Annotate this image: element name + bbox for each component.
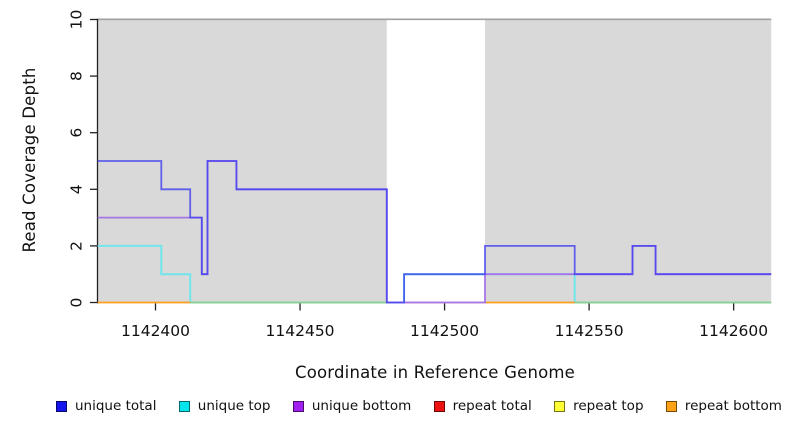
y-tick-label: 10 xyxy=(67,10,85,30)
legend-swatch-repeat-top xyxy=(554,400,566,412)
y-tick-label: 0 xyxy=(67,298,85,308)
legend-swatch-repeat-bottom xyxy=(665,400,677,412)
legend-label: unique top xyxy=(197,398,271,414)
y-axis-title: Read Coverage Depth xyxy=(20,67,39,253)
x-tick-label: 1142450 xyxy=(266,322,335,340)
legend-item-repeat-total: repeat total xyxy=(433,398,532,414)
legend-item-repeat-top: repeat top xyxy=(554,398,644,414)
legend-swatch-unique-top xyxy=(178,400,190,412)
legend-swatch-unique-bottom xyxy=(292,400,304,412)
x-tick-label: 1142400 xyxy=(121,322,190,340)
x-tick-label: 1142600 xyxy=(699,322,768,340)
shaded-region xyxy=(485,19,772,304)
y-tick-label: 6 xyxy=(67,128,85,138)
y-tick-label: 8 xyxy=(67,71,85,81)
series-line-unique-total xyxy=(97,160,772,304)
chart-legend: unique total unique top unique bottom repea… xyxy=(56,396,782,416)
x-axis-title: Coordinate in Reference Genome xyxy=(294,363,576,382)
y-tick-label: 2 xyxy=(67,241,85,251)
legend-item-repeat-bottom: repeat bottom xyxy=(665,398,782,414)
legend-label: repeat top xyxy=(573,398,644,414)
legend-label: unique bottom xyxy=(311,398,412,414)
legend-label: unique total xyxy=(75,398,157,414)
legend-item-unique-total: unique total xyxy=(56,398,156,414)
legend-label: repeat total xyxy=(452,398,532,414)
legend-item-unique-bottom: unique bottom xyxy=(292,398,412,414)
x-tick-label: 1142550 xyxy=(555,322,624,340)
legend-label: repeat bottom xyxy=(684,398,782,414)
x-tick-label: 1142500 xyxy=(410,322,479,340)
legend-item-unique-top: unique top xyxy=(178,398,271,414)
y-tick-label: 4 xyxy=(67,184,85,194)
legend-swatch-unique-total xyxy=(56,400,67,412)
legend-swatch-repeat-total xyxy=(433,400,445,412)
